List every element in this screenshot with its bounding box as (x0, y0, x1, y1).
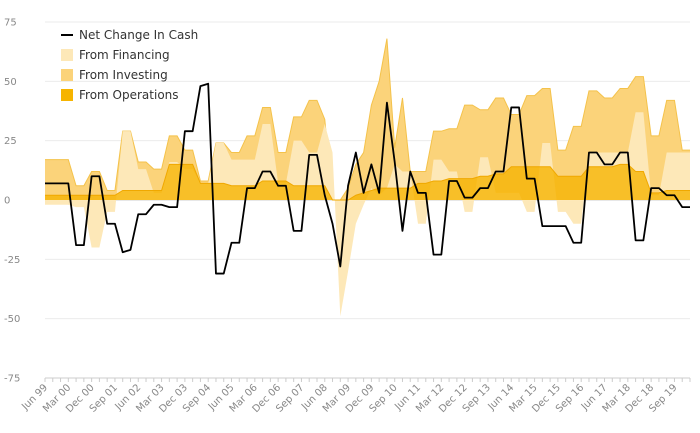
legend-swatch (61, 49, 73, 61)
legend: Net Change In Cash From Financing From Inv… (61, 28, 198, 102)
y-tick-label: 25 (4, 136, 17, 147)
area-series (45, 38, 690, 317)
legend-label: From Financing (79, 48, 170, 62)
legend-label: Net Change In Cash (79, 28, 198, 42)
y-tick-label: -50 (4, 314, 20, 325)
y-tick-label: 50 (4, 77, 17, 88)
legend-label: From Investing (79, 68, 168, 82)
y-tick-label: 0 (4, 196, 10, 207)
area-edge (45, 163, 690, 201)
line-net-change-in-cash (45, 82, 690, 275)
area-from-operations (45, 164, 690, 200)
line-series (45, 82, 690, 275)
legend-swatch (61, 89, 73, 101)
y-axis-labels: 75 50 25 0 -25 -50 -75 (4, 18, 20, 385)
legend-swatch (61, 69, 73, 81)
y-tick-label: -75 (4, 374, 20, 385)
y-tick-label: 75 (4, 18, 17, 29)
y-tick-label: -25 (4, 255, 20, 266)
area-from-investing (45, 38, 690, 200)
area-edge (45, 38, 690, 201)
legend-label: From Operations (79, 88, 179, 102)
